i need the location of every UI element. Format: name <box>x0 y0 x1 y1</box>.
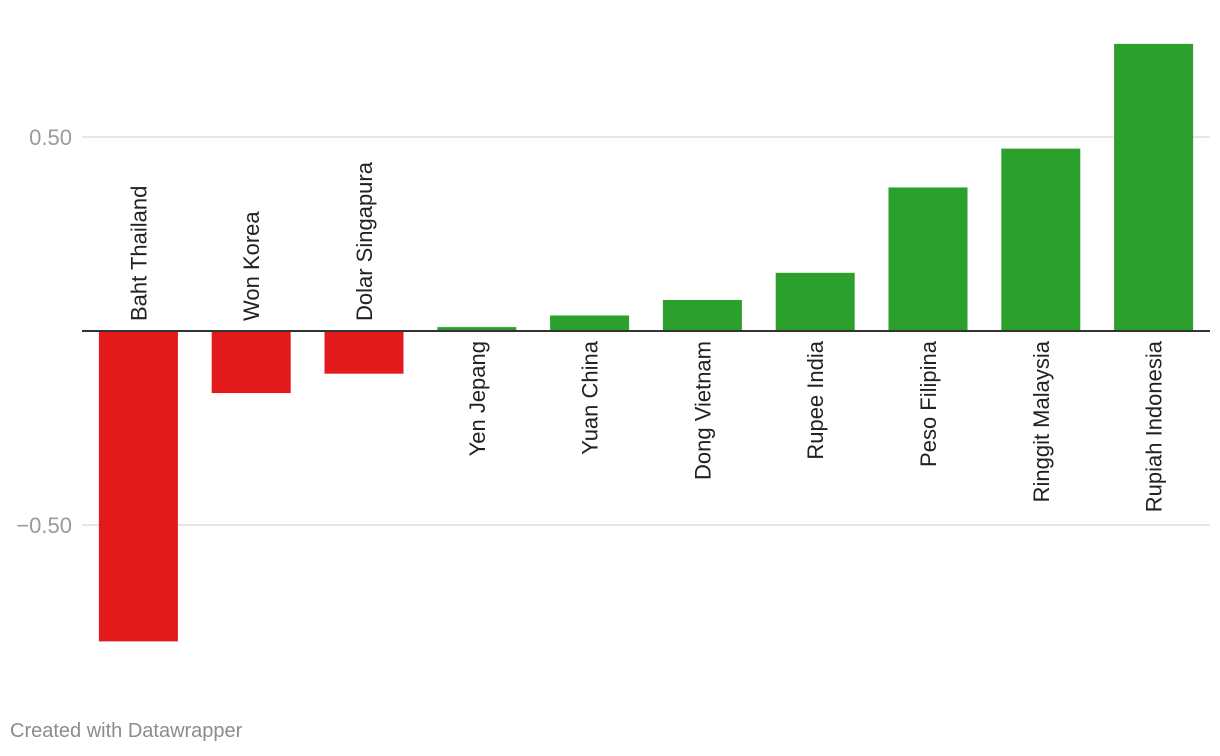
chart-area: 0.50 −0.50 Baht Thailand Won Korea Dolar Si… <box>16 43 1210 642</box>
category-label: Baht Thailand <box>126 186 151 321</box>
bars <box>98 43 1194 642</box>
bar-chart: 0.50 −0.50 Baht Thailand Won Korea Dolar Si… <box>16 43 1210 642</box>
category-label: Yuan China <box>578 340 603 455</box>
bar <box>550 315 630 331</box>
category-label: Won Korea <box>239 211 264 321</box>
category-label: Dolar Singapura <box>352 161 377 321</box>
gridlines: 0.50 −0.50 <box>16 125 1210 538</box>
category-label: Peso Filipina <box>916 340 941 467</box>
category-label: Rupiah Indonesia <box>1142 340 1167 512</box>
bar <box>211 331 291 394</box>
bar <box>98 331 178 642</box>
category-label: Ringgit Malaysia <box>1029 340 1054 502</box>
bar <box>662 299 742 331</box>
category-label: Rupee India <box>803 340 828 459</box>
bar <box>1001 148 1081 331</box>
y-tick-label: −0.50 <box>16 513 72 538</box>
bar <box>775 272 855 331</box>
category-label: Dong Vietnam <box>690 341 715 480</box>
footer-credit: Created with Datawrapper <box>10 720 243 742</box>
category-label: Yen Jepang <box>465 341 490 456</box>
bar <box>1114 43 1194 331</box>
y-tick-label: 0.50 <box>29 125 72 150</box>
bar <box>888 187 968 331</box>
bar <box>324 331 404 374</box>
bar <box>437 327 517 331</box>
category-labels: Baht Thailand Won Korea Dolar Singapura Yen… <box>126 161 1166 512</box>
